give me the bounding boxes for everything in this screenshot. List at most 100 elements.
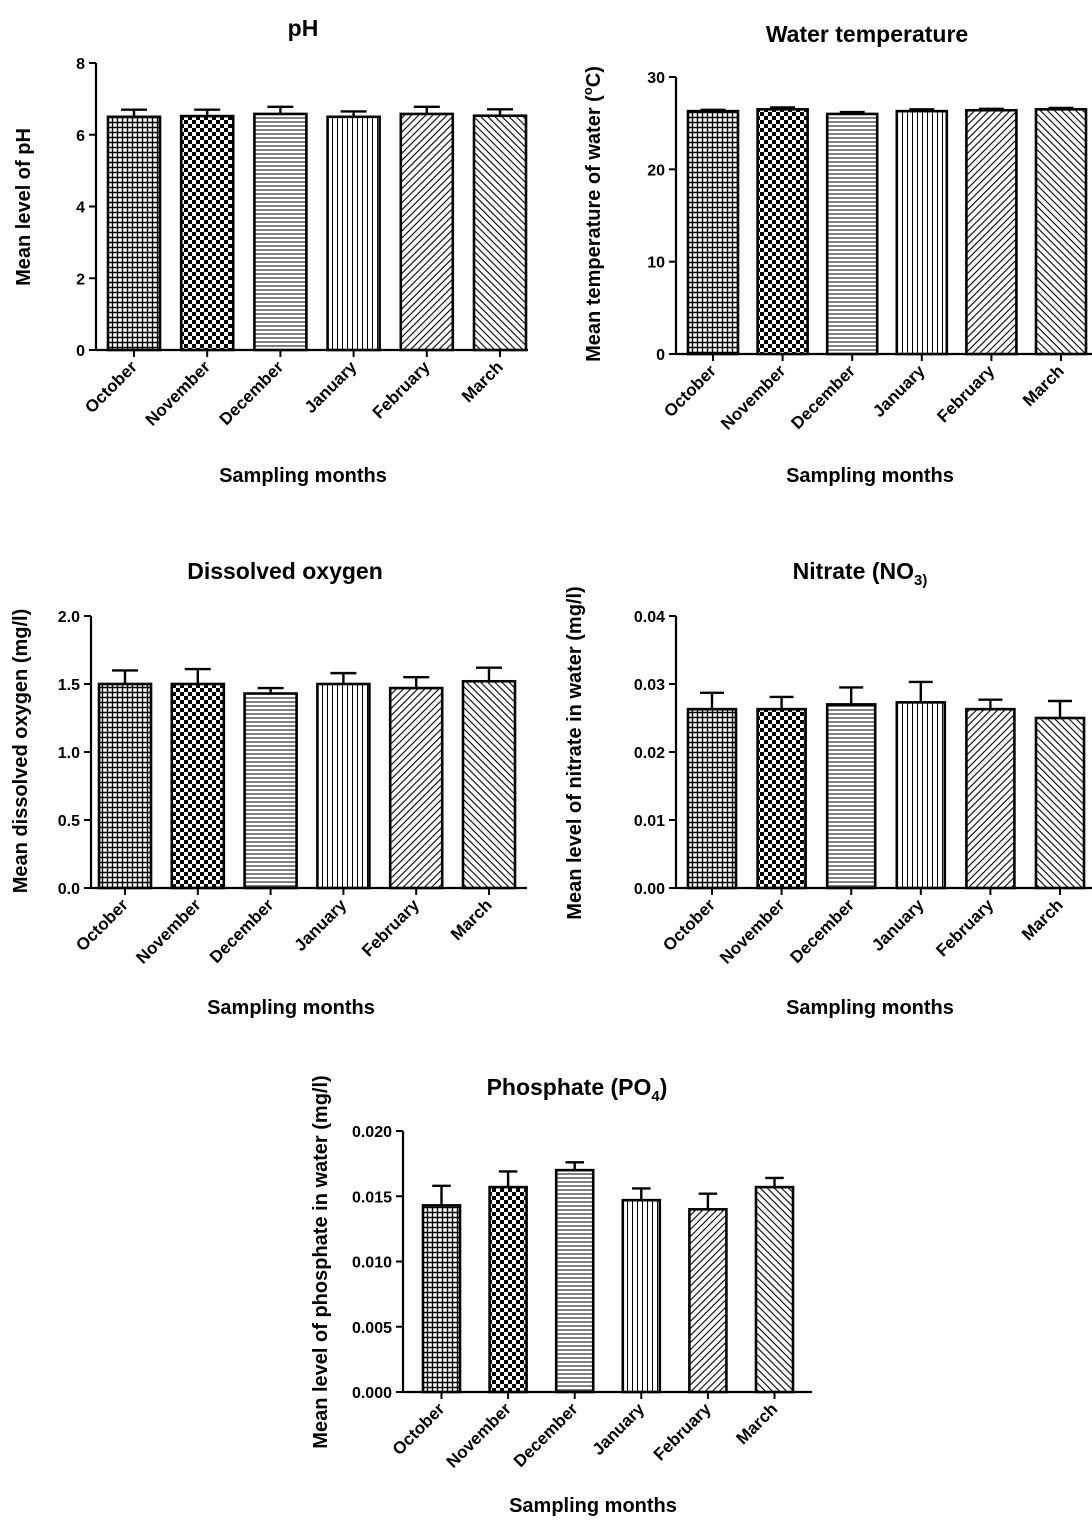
chart-title: Dissolved oxygen — [187, 558, 383, 584]
y-tick-label: 0 — [656, 347, 665, 364]
x-tick-label: October — [660, 361, 720, 421]
y-axis-label: Mean level of nitrate in water (mg/l) — [564, 586, 586, 919]
y-tick-label: 2.0 — [58, 609, 80, 626]
x-tick-label: January — [301, 357, 361, 417]
y-tick-label: 1.5 — [58, 677, 80, 694]
y-tick-label: 0.000 — [352, 1385, 392, 1402]
bar-january — [316, 682, 371, 890]
y-tick-label: 0.020 — [352, 1124, 392, 1141]
chart-title: pH — [288, 15, 319, 41]
bar-december — [825, 112, 879, 356]
bar-march — [472, 114, 528, 352]
y-tick-label: 0.00 — [634, 881, 665, 898]
bar-january — [895, 109, 949, 356]
ph-chart: pH Mean level of pH Sampling months 0 2 4 6… — [13, 15, 528, 487]
x-tick-label: October — [389, 1399, 449, 1459]
y-axis-label: Mean temperature of water (oC) — [580, 66, 605, 362]
bar-february — [399, 112, 455, 352]
subscript-4: 4 — [651, 1088, 660, 1105]
x-axis-label: Sampling months — [509, 1495, 677, 1517]
x-tick-label: February — [650, 1399, 715, 1464]
bar-december — [554, 1168, 595, 1394]
x-axis-label: Sampling months — [786, 997, 954, 1019]
bar-october — [106, 115, 162, 352]
y-tick-label: 2 — [76, 271, 85, 288]
bar-february — [688, 1208, 728, 1394]
bar-march — [1034, 108, 1088, 356]
bar-march — [461, 679, 517, 890]
x-tick-label: November — [717, 361, 789, 433]
x-tick-label: December — [510, 1399, 582, 1471]
x-tick-label: November — [443, 1399, 515, 1471]
bar-february — [388, 686, 444, 890]
x-tick-label: March — [1019, 361, 1068, 410]
bar-february — [965, 707, 1016, 890]
title-close-paren: ) — [660, 1074, 668, 1100]
y-axis-label: Mean level of pH — [13, 128, 35, 286]
x-tick-label: October — [659, 895, 719, 955]
celsius-unit: C) — [583, 66, 605, 87]
x-tick-label: March — [458, 357, 507, 406]
x-tick-label: January — [868, 895, 928, 955]
x-tick-label: January — [291, 895, 351, 955]
bar-january — [895, 701, 947, 890]
y-tick-label: 30 — [647, 70, 665, 87]
bar-march — [1034, 716, 1086, 890]
chart-title: Phosphate (PO4) — [487, 1074, 668, 1105]
x-tick-label: March — [447, 895, 496, 944]
y-tick-label: 0.03 — [634, 677, 665, 694]
bar-october — [686, 707, 738, 890]
bar-december — [243, 692, 298, 890]
bar-november — [488, 1185, 528, 1394]
y-tick-label: 1.0 — [58, 745, 80, 762]
y-tick-label: 10 — [647, 255, 665, 272]
y-tick-label: 6 — [76, 128, 85, 145]
x-axis-label: Sampling months — [219, 465, 387, 487]
x-tick-label: March — [732, 1399, 781, 1448]
bar-january — [326, 115, 381, 352]
x-tick-label: January — [869, 361, 929, 421]
bar-november — [756, 108, 809, 356]
y-tick-label: 20 — [647, 162, 665, 179]
x-tick-label: February — [933, 361, 998, 426]
bar-november — [756, 707, 807, 890]
x-tick-label: December — [206, 895, 278, 967]
x-tick-label: November — [142, 357, 214, 429]
bar-october — [421, 1204, 462, 1394]
y-axis-label: Mean level of phosphate in water (mg/l) — [310, 1075, 332, 1448]
chart-title: Water temperature — [766, 21, 968, 47]
y-tick-label: 4 — [76, 200, 85, 217]
bar-november — [170, 682, 226, 890]
x-tick-label: October — [81, 357, 141, 417]
y-tick-label: 0.0 — [58, 881, 80, 898]
y-tick-label: 0.02 — [634, 745, 665, 762]
y-tick-label: 0.015 — [352, 1189, 392, 1206]
water-temperature-chart: Water temperature Mean temperature of wa… — [580, 21, 1092, 487]
x-axis-label: Sampling months — [786, 465, 954, 487]
x-axis-label: Sampling months — [207, 997, 375, 1019]
chart-title: Nitrate (NO3) — [793, 558, 928, 589]
x-tick-label: December — [787, 361, 859, 433]
x-tick-label: March — [1018, 895, 1067, 944]
bar-november — [179, 114, 235, 352]
y-tick-label: 0.005 — [352, 1320, 392, 1337]
y-axis-label: Mean dissolved oxygen (mg/l) — [10, 609, 32, 894]
x-tick-label: November — [716, 895, 788, 967]
bar-february — [965, 108, 1018, 356]
bar-october — [97, 682, 153, 890]
bar-december — [253, 112, 308, 352]
subscript-3: 3) — [914, 572, 927, 589]
y-tick-label: 0 — [76, 343, 85, 360]
y-tick-label: 0.01 — [634, 813, 665, 830]
y-tick-label: 0.010 — [352, 1255, 392, 1272]
x-tick-label: December — [216, 357, 288, 429]
nitrate-chart: Nitrate (NO3) Mean level of nitrate in w… — [564, 558, 1092, 1019]
y-tick-label: 0.5 — [58, 813, 80, 830]
degree-superscript: o — [580, 87, 595, 95]
x-tick-label: February — [369, 357, 434, 422]
bar-october — [686, 109, 740, 356]
dissolved-oxygen-chart: Dissolved oxygen Mean dissolved oxygen (… — [10, 558, 527, 1019]
x-tick-label: February — [932, 895, 997, 960]
y-tick-label: 8 — [76, 56, 85, 73]
